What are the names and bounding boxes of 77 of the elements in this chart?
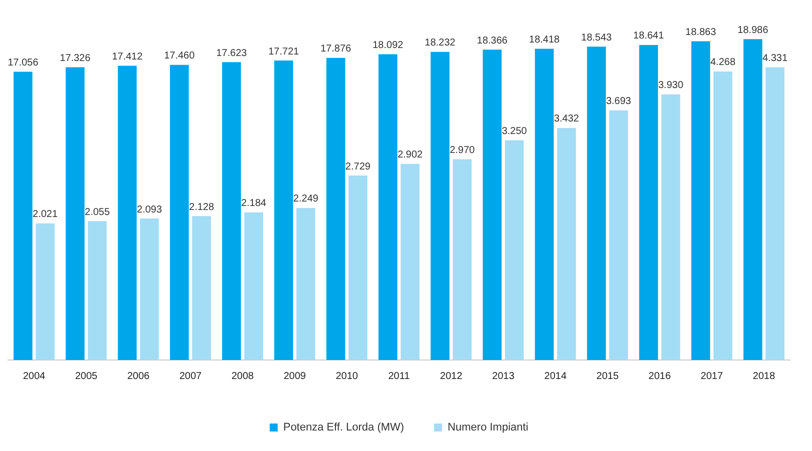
bar xyxy=(587,46,606,360)
bar xyxy=(452,159,472,360)
x-tick-label: 2005 xyxy=(75,370,98,382)
bar xyxy=(534,48,554,360)
bar xyxy=(378,54,398,360)
x-tick-label: 2018 xyxy=(752,370,776,382)
data-label: 2.021 xyxy=(32,209,58,220)
bar xyxy=(326,58,346,360)
x-tick-label: 2016 xyxy=(648,370,672,382)
bar xyxy=(140,218,159,360)
data-label: 3.930 xyxy=(658,80,684,92)
data-label: 17.460 xyxy=(164,50,196,62)
bar xyxy=(430,52,450,360)
data-label: 17.412 xyxy=(112,51,143,62)
data-label: 2.184 xyxy=(241,198,267,210)
data-label: 18.641 xyxy=(633,30,664,42)
data-label: 17.721 xyxy=(268,46,300,58)
bar xyxy=(36,223,55,360)
data-label: 2.970 xyxy=(450,144,476,156)
x-tick-label: 2010 xyxy=(336,370,358,382)
x-tick-label: 2009 xyxy=(284,370,306,382)
legend-label: Potenza Eff. Lorda (MW) xyxy=(283,422,404,434)
data-label: 18.092 xyxy=(372,40,404,51)
data-label: 18.543 xyxy=(581,32,612,44)
bar xyxy=(118,66,137,360)
data-label: 2.729 xyxy=(345,161,371,172)
x-tick-label: 2014 xyxy=(544,370,567,382)
data-label: 2.128 xyxy=(189,202,214,213)
bar xyxy=(661,94,680,360)
data-label: 2.093 xyxy=(136,204,162,216)
data-label: 2.249 xyxy=(293,194,319,205)
bar xyxy=(609,110,628,360)
bar xyxy=(244,212,264,360)
bar xyxy=(274,60,294,360)
data-label: 17.326 xyxy=(60,52,91,64)
data-label: 3.432 xyxy=(554,114,580,125)
bar xyxy=(192,216,211,360)
data-label: 4.331 xyxy=(762,52,788,64)
data-label: 4.268 xyxy=(710,57,736,68)
x-tick-label: 2007 xyxy=(179,370,202,382)
data-label: 17.876 xyxy=(320,44,352,55)
data-label: 17.056 xyxy=(8,58,39,69)
data-label: 3.250 xyxy=(502,126,528,138)
bar xyxy=(14,72,32,360)
data-label: 18.418 xyxy=(529,34,560,46)
bar xyxy=(170,64,189,360)
bar xyxy=(743,39,762,360)
x-tick-label: 2011 xyxy=(388,370,410,382)
data-label: 17.623 xyxy=(216,48,248,59)
x-tick-label: 2004 xyxy=(22,370,46,382)
data-label: 3.693 xyxy=(606,96,632,108)
bar xyxy=(691,41,710,360)
bar xyxy=(639,44,658,360)
x-tick-label: 2008 xyxy=(231,370,254,382)
bar xyxy=(348,176,368,360)
bar xyxy=(713,71,732,360)
x-tick-label: 2015 xyxy=(596,370,620,382)
bar xyxy=(504,140,524,360)
bar xyxy=(400,164,420,360)
data-label: 18.863 xyxy=(685,26,716,38)
data-label: 18.232 xyxy=(424,38,456,49)
x-tick-label: 2013 xyxy=(492,370,515,382)
x-tick-label: 2012 xyxy=(440,370,463,382)
bar xyxy=(482,50,502,360)
x-tick-label: 2006 xyxy=(127,370,150,382)
legend-label: Numero Impianti xyxy=(448,422,528,434)
data-label: 2.902 xyxy=(398,150,424,161)
bar xyxy=(222,62,241,360)
data-label: 2.055 xyxy=(84,206,110,218)
bar xyxy=(766,67,784,360)
x-tick-label: 2017 xyxy=(700,370,724,382)
bar xyxy=(296,208,316,360)
data-label: 18.366 xyxy=(476,35,508,46)
bar xyxy=(66,67,85,360)
bar xyxy=(557,128,576,360)
data-label: 18.986 xyxy=(738,24,769,36)
bar xyxy=(88,221,107,360)
